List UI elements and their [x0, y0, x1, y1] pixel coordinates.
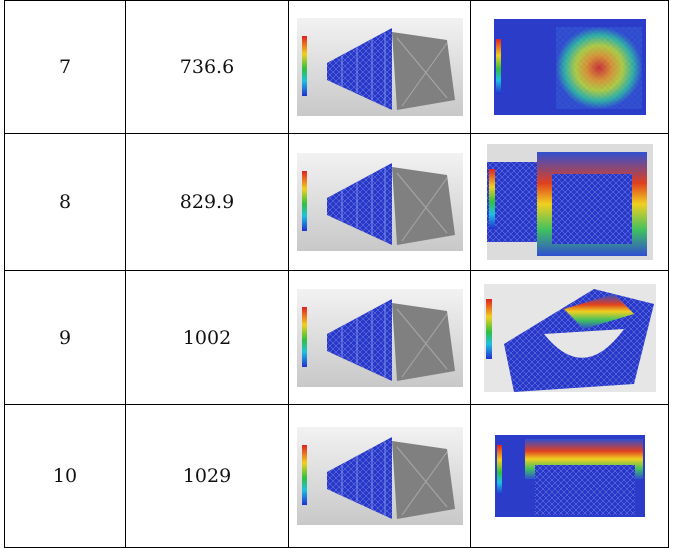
mode-shape-detail	[495, 435, 645, 517]
page: {"table": {"rows": [["7", "736.6"], ["8"…	[0, 0, 673, 547]
frequency-cell: 1002	[126, 271, 289, 405]
mode-shape-detail	[494, 19, 646, 115]
frequency-cell: 1029	[126, 405, 289, 548]
mode-cell: 8	[5, 134, 126, 271]
mode-cell: 7	[5, 1, 126, 134]
mode-cell: 9	[5, 271, 126, 405]
image-cell	[471, 134, 669, 271]
image-cell	[471, 405, 669, 548]
mode-shape-detail	[484, 284, 656, 392]
mode-shape-side	[297, 427, 463, 525]
mode-cell: 10	[5, 405, 126, 548]
mode-shape-detail	[487, 144, 653, 260]
image-cell	[471, 271, 669, 405]
table-row: 8 829.9	[5, 134, 669, 271]
image-cell	[289, 405, 471, 548]
table-row: 9 1002	[5, 271, 669, 405]
table-row: 7 736.6	[5, 1, 669, 134]
image-cell	[471, 1, 669, 134]
image-cell	[289, 271, 471, 405]
image-cell	[289, 1, 471, 134]
results-table: 7 736.6 8 829.9 9 1002 10 1029	[4, 0, 669, 548]
frequency-cell: 829.9	[126, 134, 289, 271]
mode-shape-side	[297, 289, 463, 387]
mode-shape-side	[297, 18, 463, 116]
table-row: 10 1029	[5, 405, 669, 548]
frequency-cell: 736.6	[126, 1, 289, 134]
image-cell	[289, 134, 471, 271]
mode-shape-side	[297, 153, 463, 251]
